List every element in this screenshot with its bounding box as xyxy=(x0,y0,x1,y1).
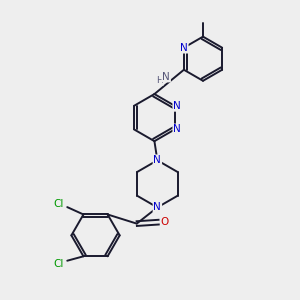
Text: N: N xyxy=(173,124,181,134)
Text: N: N xyxy=(154,202,161,212)
Text: N: N xyxy=(154,155,161,165)
Text: N: N xyxy=(173,101,181,111)
Text: Cl: Cl xyxy=(54,199,64,208)
Text: Cl: Cl xyxy=(53,259,64,269)
Text: O: O xyxy=(160,217,169,227)
Text: N: N xyxy=(180,43,188,53)
Text: H: H xyxy=(156,76,163,85)
Text: N: N xyxy=(162,72,170,82)
